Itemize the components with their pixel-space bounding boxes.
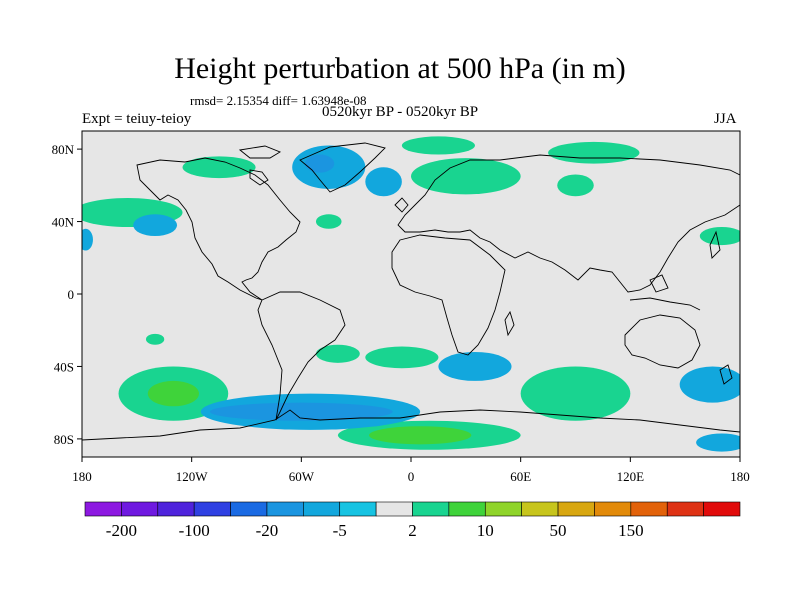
anomaly-south-pole-low bbox=[696, 433, 740, 452]
colorbar-label: -200 bbox=[106, 521, 137, 540]
anomaly-south-atlantic-high bbox=[365, 346, 439, 369]
colorbar-swatch bbox=[484, 501, 522, 517]
anomaly-south-indian-low bbox=[438, 351, 512, 381]
anomaly-australia-low bbox=[679, 366, 740, 403]
season-label: JJA bbox=[714, 111, 737, 127]
period-line: 0520kyr BP - 0520kyr BP bbox=[321, 104, 479, 120]
x-tick-label: 60E bbox=[510, 469, 531, 484]
colorbar-label: -5 bbox=[333, 521, 347, 540]
colorbar-swatch bbox=[448, 501, 486, 517]
colorbar-label: -20 bbox=[256, 521, 279, 540]
coastlines bbox=[82, 142, 740, 441]
colorbar-swatch bbox=[157, 501, 195, 517]
colorbar-swatch bbox=[230, 501, 268, 517]
anomaly-north-america-high bbox=[182, 156, 256, 179]
anomaly-south-pacific-core bbox=[147, 380, 199, 407]
y-tick-label: 40N bbox=[52, 215, 75, 230]
colorbar-label: -100 bbox=[179, 521, 210, 540]
colorbar-label: 150 bbox=[618, 521, 644, 540]
y-tick-label: 80S bbox=[54, 432, 74, 447]
anomaly-atlantic-high bbox=[315, 214, 342, 229]
y-tick-label: 0 bbox=[68, 287, 75, 302]
x-axis: 180 120W 60W 0 60E 120E 180 bbox=[72, 457, 750, 484]
colorbar-swatch bbox=[630, 501, 668, 517]
colorbar-swatch bbox=[193, 501, 231, 517]
anomaly-central-asia-high bbox=[557, 174, 594, 197]
colorbar-label: 10 bbox=[477, 521, 494, 540]
colorbar-swatch bbox=[84, 501, 122, 517]
y-tick-label: 80N bbox=[52, 142, 75, 157]
chart-title: Height perturbation at 500 hPa (in m) bbox=[174, 52, 626, 85]
anomaly-north-pacific-low bbox=[133, 214, 178, 237]
x-tick-label: 0 bbox=[408, 469, 415, 484]
colorbar-swatch bbox=[339, 501, 377, 517]
x-tick-label: 180 bbox=[72, 469, 92, 484]
x-tick-label: 60W bbox=[289, 469, 315, 484]
anomaly-arctic-high bbox=[401, 136, 475, 155]
colorbar-label: 2 bbox=[408, 521, 417, 540]
colorbar-swatch bbox=[266, 501, 304, 517]
y-tick-label: 40S bbox=[54, 359, 74, 374]
colorbar-swatch bbox=[594, 501, 632, 517]
experiment-label: Expt = teiuy-teioy bbox=[82, 111, 192, 127]
colorbar-swatch bbox=[703, 501, 741, 517]
colorbar-swatch bbox=[666, 501, 704, 517]
anomaly-southern-ocean-core bbox=[209, 402, 393, 421]
y-axis: 80N 40N 0 40S 80S bbox=[52, 142, 82, 447]
colorbar-label: 50 bbox=[550, 521, 567, 540]
stats-line: rmsd= 2.15354 diff= 1.63948e-08 bbox=[190, 93, 367, 108]
colorbar-swatch bbox=[557, 501, 595, 517]
colorbar-swatch bbox=[412, 501, 450, 517]
anomaly-east-asia-low bbox=[82, 228, 93, 251]
anomaly-antarctic-core bbox=[368, 426, 472, 445]
anomaly-europe-high bbox=[411, 158, 521, 195]
x-tick-label: 120W bbox=[176, 469, 209, 484]
colorbar-swatch bbox=[121, 501, 159, 517]
x-tick-label: 180 bbox=[730, 469, 750, 484]
x-tick-label: 120E bbox=[617, 469, 645, 484]
anomaly-north-atlantic-low bbox=[365, 167, 402, 197]
colorbar-swatch bbox=[303, 501, 341, 517]
colorbar-swatch bbox=[521, 501, 559, 517]
anomaly-pacific-tropic-high bbox=[145, 333, 165, 345]
anomaly-regions bbox=[82, 136, 740, 452]
colorbar-swatch bbox=[375, 501, 413, 517]
anomaly-east-asia-high bbox=[699, 226, 740, 246]
anomaly-greenland-core bbox=[304, 154, 335, 173]
anomaly-indian-ocean-high bbox=[520, 366, 631, 421]
anomaly-south-america-high bbox=[315, 344, 360, 363]
